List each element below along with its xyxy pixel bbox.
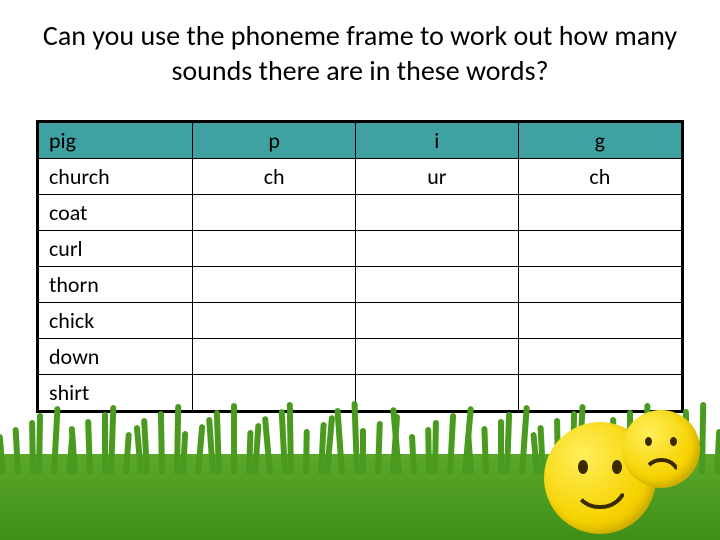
table-row: coat bbox=[39, 195, 682, 231]
table-row: churchchurch bbox=[39, 159, 682, 195]
word-cell: shirt bbox=[39, 375, 193, 411]
grass-blade bbox=[409, 434, 417, 474]
phoneme-cell bbox=[193, 339, 356, 375]
table-row: thorn bbox=[39, 267, 682, 303]
phoneme-cell bbox=[193, 375, 356, 411]
eye-icon bbox=[645, 437, 652, 446]
grass-blade bbox=[85, 419, 93, 474]
table-row: curl bbox=[39, 231, 682, 267]
phoneme-cell bbox=[355, 195, 518, 231]
mouth-icon bbox=[642, 458, 681, 477]
grass-blade bbox=[714, 429, 720, 474]
phoneme-cell bbox=[193, 267, 356, 303]
grass-blade bbox=[481, 426, 489, 474]
page-title: Can you use the phoneme frame to work ou… bbox=[30, 18, 690, 88]
phoneme-cell bbox=[355, 267, 518, 303]
word-cell: chick bbox=[39, 303, 193, 339]
word-cell: down bbox=[39, 339, 193, 375]
grass-blade bbox=[425, 427, 432, 474]
phoneme-cell bbox=[193, 195, 356, 231]
phoneme-cell: p bbox=[193, 123, 356, 159]
eye-icon bbox=[612, 460, 622, 473]
eye-icon bbox=[670, 437, 677, 446]
grass-blade bbox=[102, 412, 108, 474]
grass-blade bbox=[36, 413, 43, 474]
grass-blade bbox=[158, 411, 165, 474]
table-row: down bbox=[39, 339, 682, 375]
eye-icon bbox=[578, 460, 588, 473]
grass-blade bbox=[13, 427, 21, 474]
phoneme-cell bbox=[518, 267, 681, 303]
grass-blade bbox=[231, 403, 237, 474]
phoneme-cell: ur bbox=[355, 159, 518, 195]
phoneme-cell bbox=[193, 303, 356, 339]
grass-blade bbox=[432, 420, 439, 474]
grass-blade bbox=[360, 428, 366, 474]
word-cell: coat bbox=[39, 195, 193, 231]
word-cell: church bbox=[39, 159, 193, 195]
table-row: pigpig bbox=[39, 123, 682, 159]
phoneme-cell: i bbox=[355, 123, 518, 159]
phoneme-cell bbox=[518, 303, 681, 339]
phoneme-cell: g bbox=[518, 123, 681, 159]
phoneme-cell bbox=[355, 339, 518, 375]
phoneme-cell bbox=[518, 375, 681, 411]
phoneme-cell: ch bbox=[518, 159, 681, 195]
phoneme-cell bbox=[355, 303, 518, 339]
grass-blade bbox=[29, 420, 36, 474]
grass-blade bbox=[214, 410, 222, 474]
grass-blade bbox=[303, 429, 310, 474]
grass-blade bbox=[287, 402, 294, 474]
phoneme-cell bbox=[518, 231, 681, 267]
mouth-icon bbox=[572, 482, 628, 509]
phoneme-cell bbox=[355, 231, 518, 267]
grass-blade bbox=[699, 402, 706, 474]
sad-smiley-icon bbox=[622, 410, 700, 488]
phoneme-table: pigpigchurchchurchcoatcurlthornchickdown… bbox=[36, 120, 684, 413]
phoneme-cell: ch bbox=[193, 159, 356, 195]
word-cell: pig bbox=[39, 123, 193, 159]
phoneme-cell bbox=[518, 339, 681, 375]
word-cell: curl bbox=[39, 231, 193, 267]
phoneme-cell bbox=[355, 375, 518, 411]
phoneme-cell bbox=[518, 195, 681, 231]
phoneme-cell bbox=[193, 231, 356, 267]
table-row: chick bbox=[39, 303, 682, 339]
word-cell: thorn bbox=[39, 267, 193, 303]
grass-blade bbox=[498, 419, 504, 474]
phoneme-frame-table: pigpigchurchchurchcoatcurlthornchickdown… bbox=[38, 122, 682, 411]
